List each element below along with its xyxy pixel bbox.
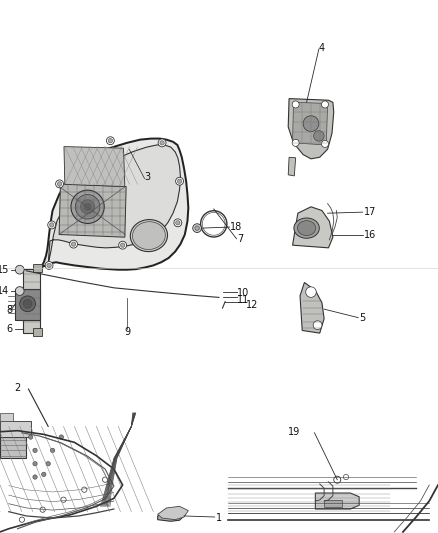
Circle shape (70, 240, 78, 248)
Polygon shape (15, 289, 40, 320)
Text: 7: 7 (237, 234, 244, 244)
Circle shape (106, 137, 114, 144)
Circle shape (48, 221, 56, 229)
Ellipse shape (294, 218, 319, 238)
Circle shape (15, 287, 24, 295)
Circle shape (292, 101, 299, 108)
Circle shape (46, 462, 50, 466)
Circle shape (20, 296, 35, 312)
Text: 6: 6 (6, 325, 12, 334)
Circle shape (334, 476, 341, 483)
Circle shape (158, 139, 166, 147)
Polygon shape (324, 500, 342, 507)
Text: 16: 16 (364, 230, 376, 239)
Polygon shape (23, 269, 40, 333)
Polygon shape (315, 493, 359, 509)
Circle shape (321, 101, 328, 108)
Circle shape (102, 477, 108, 482)
Text: 19: 19 (288, 427, 300, 437)
Circle shape (50, 448, 55, 453)
Circle shape (120, 243, 125, 247)
Circle shape (33, 475, 37, 479)
Circle shape (306, 287, 316, 297)
Polygon shape (0, 413, 13, 421)
Polygon shape (293, 102, 328, 145)
Text: 8: 8 (6, 305, 12, 315)
Polygon shape (0, 437, 26, 458)
Polygon shape (42, 139, 188, 270)
Ellipse shape (133, 222, 165, 249)
Ellipse shape (131, 220, 167, 252)
Polygon shape (64, 147, 125, 187)
Polygon shape (33, 328, 42, 336)
Circle shape (59, 435, 64, 439)
Text: 1: 1 (215, 513, 222, 523)
Polygon shape (158, 506, 188, 520)
Circle shape (33, 462, 37, 466)
Circle shape (177, 179, 182, 183)
Text: 17: 17 (364, 207, 376, 217)
Circle shape (81, 200, 95, 214)
Polygon shape (48, 145, 180, 264)
Ellipse shape (297, 221, 316, 236)
Polygon shape (33, 264, 42, 272)
Circle shape (321, 140, 328, 148)
Polygon shape (293, 207, 333, 248)
Circle shape (19, 517, 25, 522)
Circle shape (23, 300, 32, 308)
Text: 3: 3 (145, 172, 151, 182)
Circle shape (28, 435, 33, 439)
Circle shape (45, 262, 53, 269)
Circle shape (303, 116, 319, 132)
Text: 2: 2 (14, 383, 20, 393)
Circle shape (75, 195, 100, 219)
Circle shape (160, 141, 164, 145)
Circle shape (33, 448, 37, 453)
Text: 4: 4 (319, 43, 325, 53)
Circle shape (57, 182, 62, 186)
Circle shape (71, 190, 104, 223)
Circle shape (42, 472, 46, 477)
Circle shape (174, 219, 182, 227)
Circle shape (71, 242, 76, 246)
Circle shape (61, 497, 66, 502)
Circle shape (47, 263, 51, 268)
Polygon shape (300, 282, 324, 333)
Circle shape (49, 223, 54, 227)
Polygon shape (288, 157, 296, 176)
Circle shape (193, 224, 201, 232)
Text: 10: 10 (237, 288, 250, 298)
Polygon shape (0, 421, 31, 437)
Text: 18: 18 (230, 222, 243, 232)
Circle shape (176, 177, 184, 185)
Circle shape (84, 203, 91, 211)
Circle shape (119, 241, 127, 249)
Circle shape (56, 180, 64, 188)
Circle shape (343, 474, 349, 480)
Text: 9: 9 (124, 327, 130, 336)
Circle shape (314, 131, 324, 141)
Circle shape (176, 221, 180, 225)
Text: 15: 15 (0, 265, 10, 274)
Polygon shape (59, 184, 126, 237)
Circle shape (108, 139, 113, 143)
Polygon shape (158, 510, 184, 521)
Circle shape (40, 507, 46, 512)
Polygon shape (288, 99, 334, 159)
Circle shape (15, 265, 24, 274)
Text: 12: 12 (246, 300, 258, 310)
Text: 14: 14 (0, 286, 10, 296)
Circle shape (195, 226, 199, 230)
Circle shape (292, 139, 299, 147)
Circle shape (313, 321, 322, 329)
Text: 5: 5 (359, 313, 365, 322)
Circle shape (81, 487, 87, 492)
Text: 11: 11 (237, 295, 250, 304)
